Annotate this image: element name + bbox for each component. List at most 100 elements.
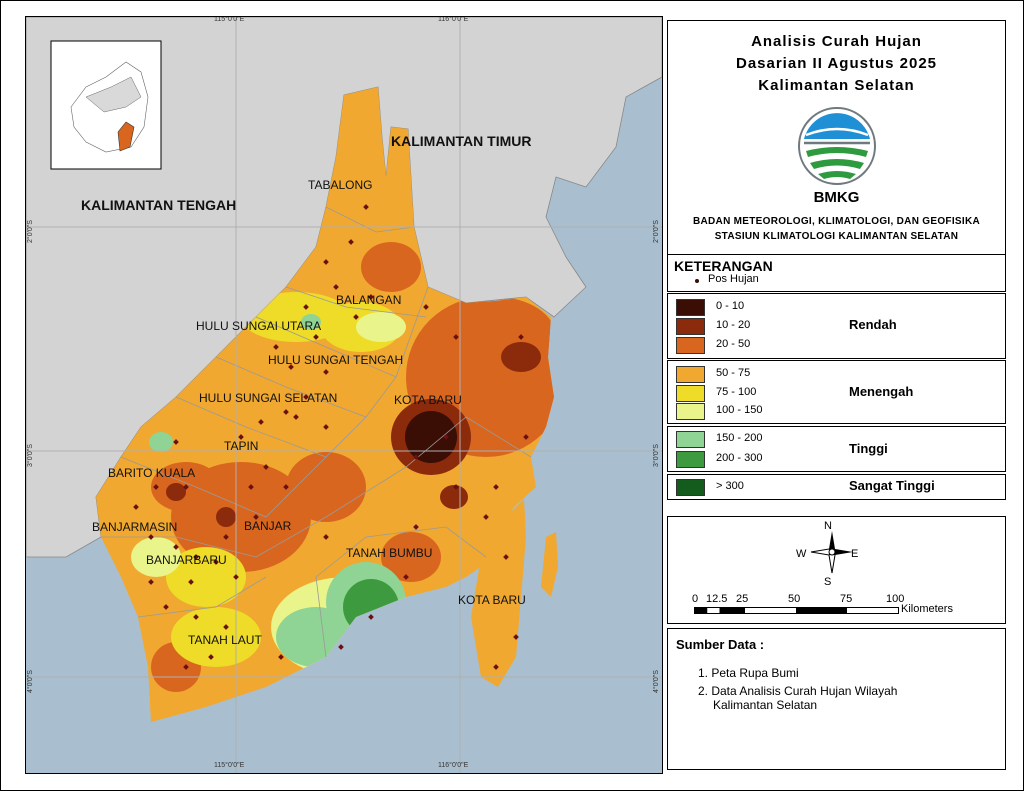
rain-station (323, 424, 329, 430)
scale-tick-12-5: 12.5 (706, 593, 728, 605)
label-100-150: 100 - 150 (716, 404, 763, 416)
compass-rose-icon (810, 531, 853, 574)
label-10-20: 10 - 20 (716, 319, 751, 331)
legend-group-menengah: 50 - 75 75 - 100 100 - 150 Menengah (667, 360, 1006, 424)
label-banjar: BANJAR (244, 519, 292, 533)
rain-station (148, 534, 154, 540)
rain-station (133, 504, 139, 510)
rain-station (348, 239, 354, 245)
grid-label-right-3: 4°0'0"S (653, 670, 660, 693)
swatch-75-100 (676, 385, 705, 402)
title-panel: Analisis Curah Hujan Dasarian II Agustus… (667, 20, 1006, 263)
rain-station (513, 634, 519, 640)
rainfall-zones (131, 242, 554, 692)
rain-station (288, 364, 294, 370)
title-line-1: Analisis Curah Hujan (751, 33, 922, 50)
rain-station (253, 514, 259, 520)
rain-station (413, 454, 419, 460)
label-banjarmasin: BANJARMASIN (92, 520, 178, 534)
rain-station (193, 614, 199, 620)
scale-tick-75: 75 (840, 593, 853, 605)
legend-group-tinggi: 150 - 200 200 - 300 Tinggi (667, 426, 1006, 472)
pulau-laut (471, 499, 526, 687)
compass-w: W (796, 548, 807, 560)
title-line-3: Kalimantan Selatan (758, 77, 915, 94)
label-balangan: BALANGAN (336, 293, 402, 307)
rain-station (183, 484, 189, 490)
legend-title: KETERANGAN (674, 258, 773, 274)
rain-station (223, 624, 229, 630)
rain-station (248, 484, 254, 490)
rain-station (173, 439, 179, 445)
label-hulu-sungai-tengah: HULU SUNGAI TENGAH (268, 353, 404, 367)
rain-station (313, 334, 319, 340)
scale-tick-0: 0 (692, 593, 699, 605)
rain-station (163, 604, 169, 610)
rain-station (338, 644, 344, 650)
category-rendah: Rendah (849, 317, 897, 332)
swatch-100-150 (676, 403, 705, 420)
label-tabalong: TABALONG (308, 178, 373, 192)
label-kota-baru-north: KOTA BARU (394, 393, 462, 407)
label-tapin: TAPIN (224, 439, 259, 453)
label-200-300: 200 - 300 (716, 452, 763, 464)
scale-tick-100: 100 (886, 593, 905, 605)
rain-station (188, 579, 194, 585)
category-menengah: Menengah (849, 384, 914, 399)
category-tinggi: Tinggi (849, 441, 888, 456)
rain-station (523, 434, 529, 440)
org-line-2: STASIUN KLIMATOLOGI KALIMANTAN SELATAN (714, 231, 959, 242)
title-line-2: Dasarian II Agustus 2025 (735, 55, 938, 72)
source-item-2: 2. Data Analisis Curah Hujan Wilayah (698, 684, 898, 698)
rain-station (258, 419, 264, 425)
compass-e: E (851, 548, 859, 560)
rain-station (148, 579, 154, 585)
rain-station (363, 204, 369, 210)
rain-station (368, 614, 374, 620)
swatch-10-20 (676, 318, 705, 335)
rain-station (208, 654, 214, 660)
source-panel: Sumber Data : 1. Peta Rupa Bumi 2. Data … (667, 628, 1006, 770)
legend-header: KETERANGAN Pos Hujan (667, 254, 1006, 292)
rain-station (303, 394, 309, 400)
rain-station (153, 484, 159, 490)
label-75-100: 75 - 100 (716, 386, 757, 398)
grid-label-left-2: 3°0'0"S (27, 444, 34, 467)
label-kota-baru-south: KOTA BARU (458, 593, 526, 607)
legend-group-rendah: 0 - 10 10 - 20 20 - 50 Rendah (667, 293, 1006, 359)
compass-scale-panel: N S W E 0 12.5 25 50 75 100 Kilometers (667, 516, 1006, 624)
rain-station (323, 259, 329, 265)
rain-station (238, 434, 244, 440)
rain-station (453, 334, 459, 340)
rain-station (283, 484, 289, 490)
rain-station (223, 534, 229, 540)
district-boundaries (101, 206, 532, 658)
label-tanah-bumbu: TANAH BUMBU (346, 546, 433, 560)
grid-label-top-2: 116°0'0"E (438, 16, 469, 23)
swatch-200-300 (676, 451, 705, 468)
rain-station (443, 434, 449, 440)
source-item-1: 1. Peta Rupa Bumi (698, 666, 799, 680)
graticule (26, 17, 662, 773)
label-150-200: 150 - 200 (716, 432, 763, 444)
source-heading: Sumber Data : (676, 637, 765, 652)
rain-station (303, 304, 309, 310)
swatch-150-200 (676, 431, 705, 448)
rain-station (353, 314, 359, 320)
scale-unit: Kilometers (901, 603, 953, 615)
category-sangat-tinggi: Sangat Tinggi (849, 478, 935, 493)
label-hulu-sungai-utara: HULU SUNGAI UTARA (196, 319, 322, 333)
grid-label-left-3: 4°0'0"S (27, 670, 34, 693)
legend-column: Analisis Curah Hujan Dasarian II Agustus… (667, 16, 1008, 772)
source-item-2-cont: Kalimantan Selatan (713, 698, 818, 712)
island-small (541, 532, 558, 597)
grid-label-bottom-1: 115°0'0"E (214, 762, 245, 769)
label-20-50: 20 - 50 (716, 338, 751, 350)
scale-bar-icon (694, 607, 899, 614)
rain-station (173, 544, 179, 550)
grid-label-right-1: 2°0'0"S (653, 220, 660, 243)
rain-station (333, 284, 339, 290)
label-tanah-laut: TANAH LAUT (188, 633, 262, 647)
rain-station (323, 534, 329, 540)
compass-n: N (824, 520, 832, 532)
